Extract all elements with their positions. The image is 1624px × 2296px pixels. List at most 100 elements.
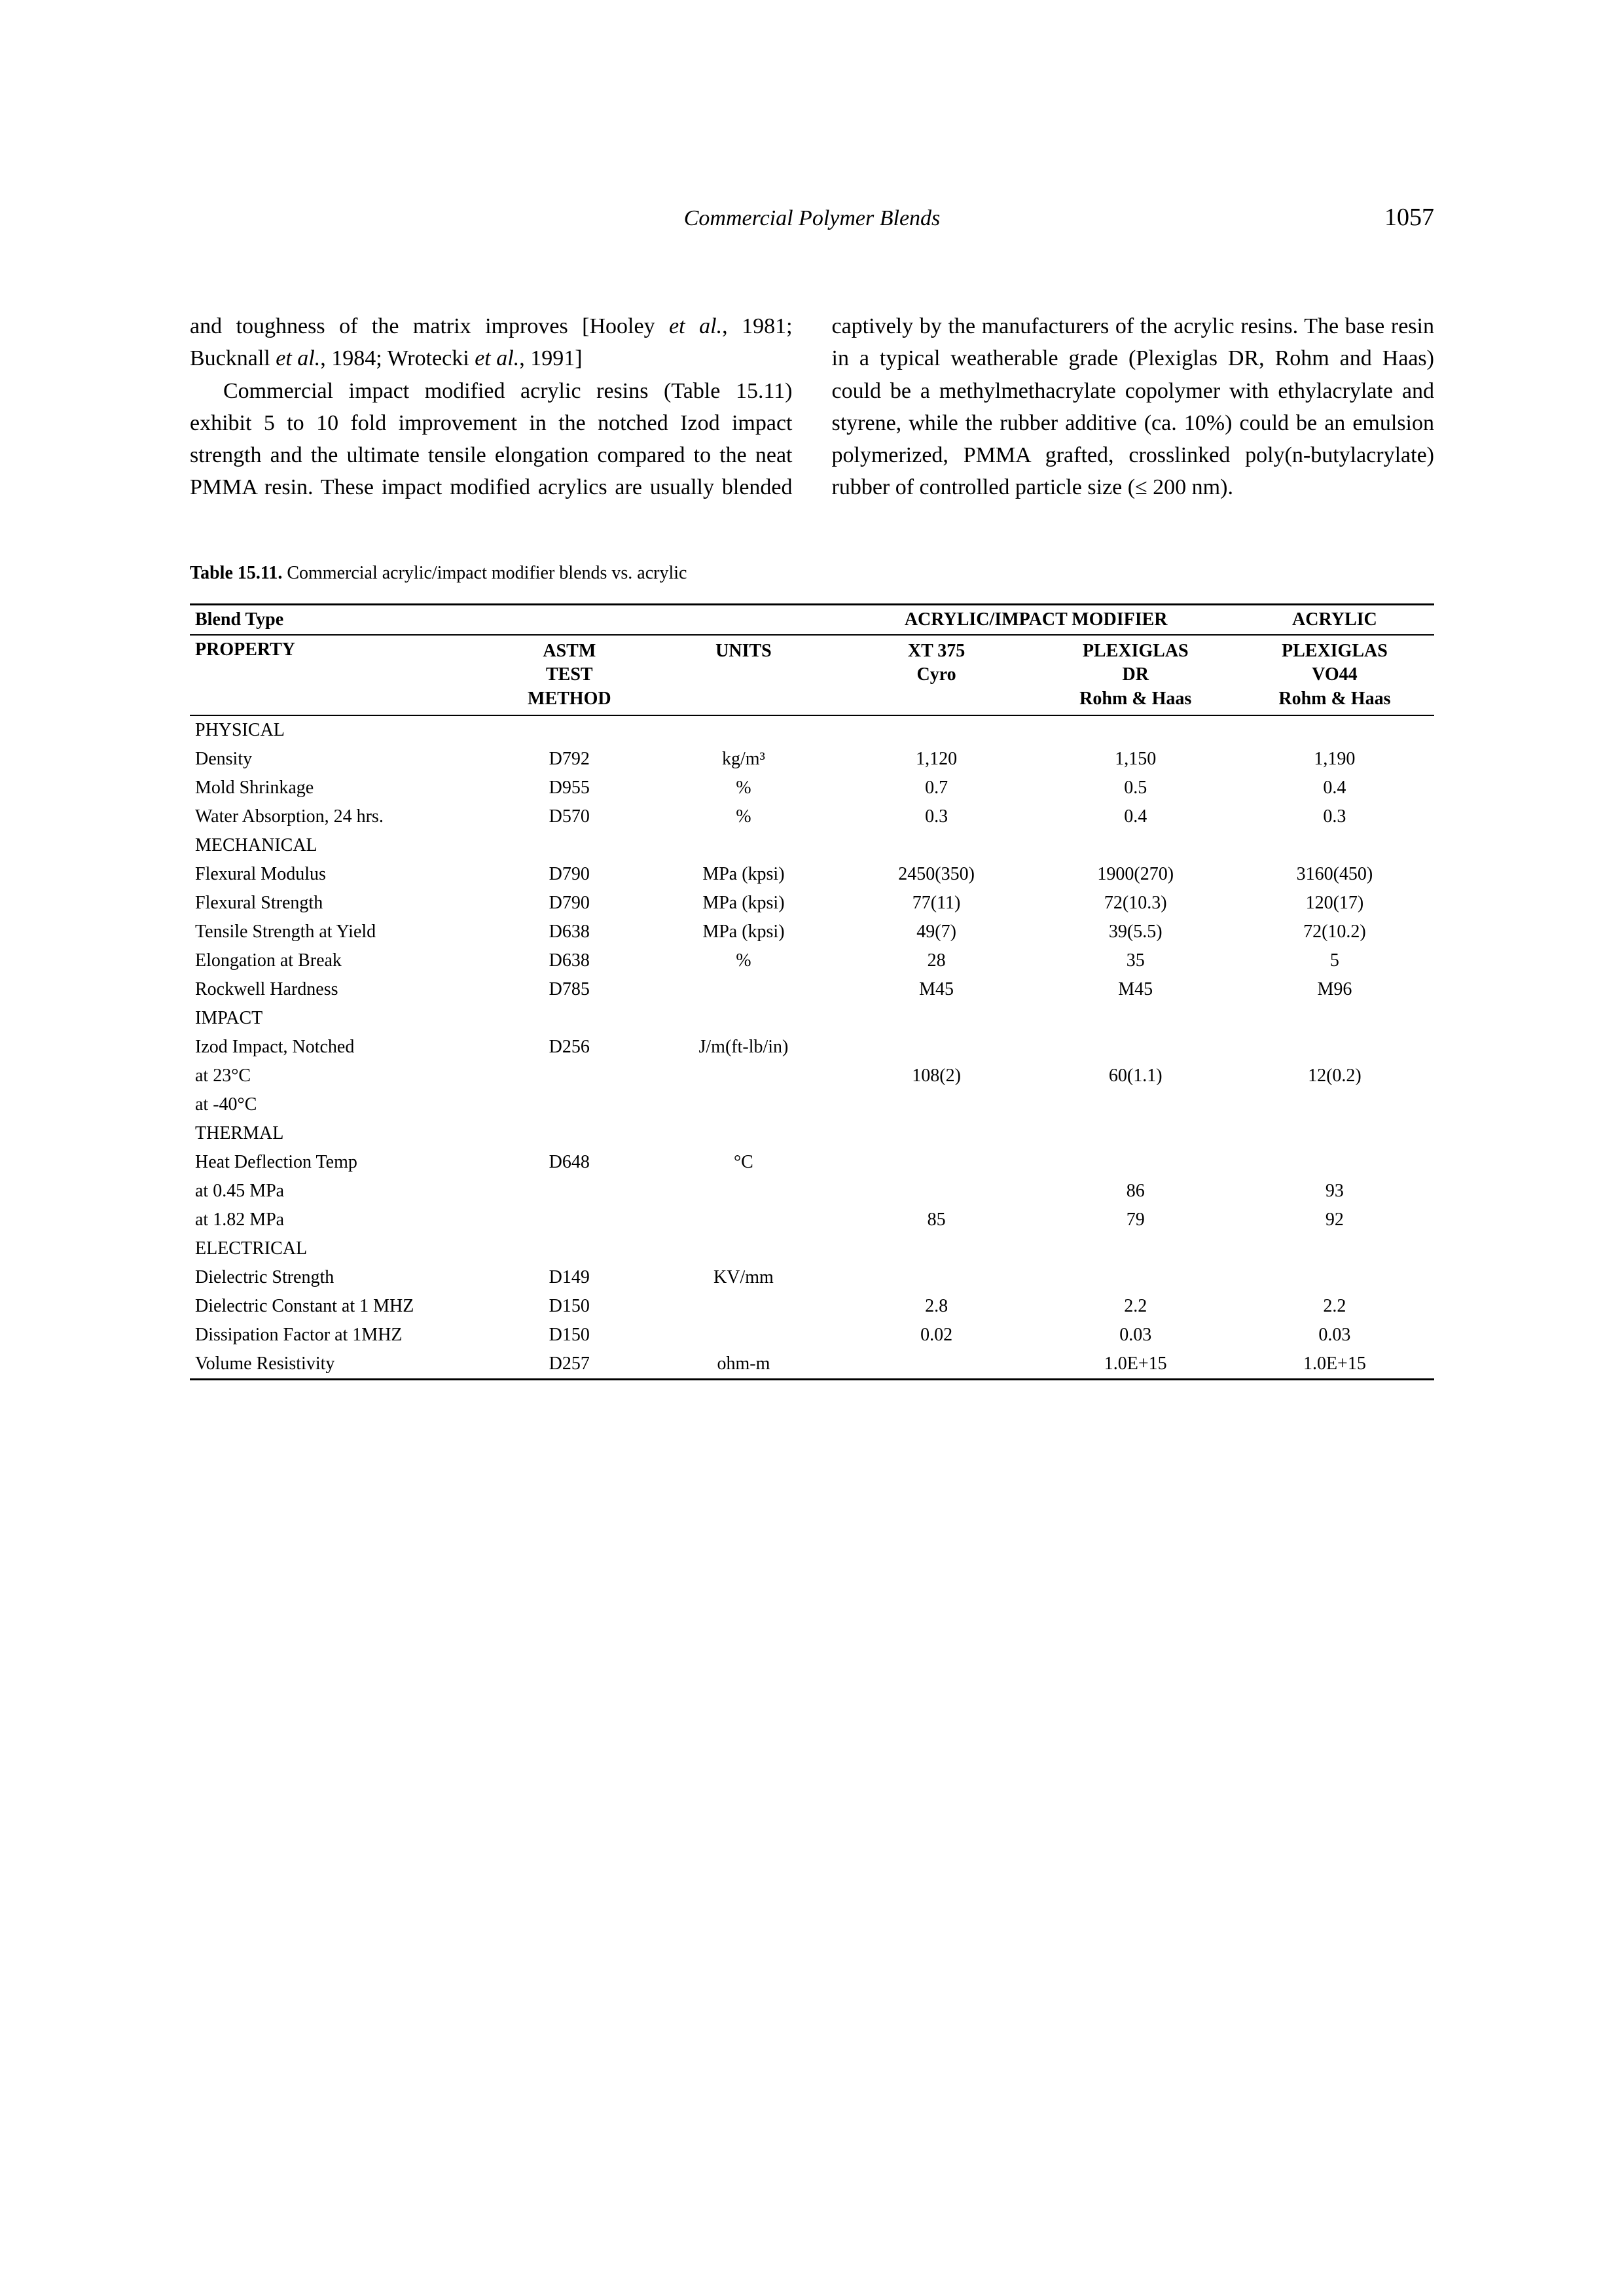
table-cell: 12(0.2)	[1235, 1062, 1434, 1090]
table-section-name: MECHANICAL	[190, 831, 1434, 860]
table-section-name: ELECTRICAL	[190, 1234, 1434, 1263]
hdr-astm: ASTMTESTMETHOD	[488, 635, 650, 715]
table-cell: 92	[1235, 1206, 1434, 1234]
table-cell: 120(17)	[1235, 889, 1434, 918]
table-cell	[650, 1062, 837, 1090]
table-cell: Mold Shrinkage	[190, 774, 488, 802]
table-cell: Dissipation Factor at 1MHZ	[190, 1321, 488, 1350]
table-cell: 3160(450)	[1235, 860, 1434, 889]
table-cell: 2.2	[1036, 1292, 1235, 1321]
table-row: Izod Impact, NotchedD256J/m(ft-lb/in)	[190, 1033, 1434, 1062]
table-cell	[1036, 1263, 1235, 1292]
table-row: at 0.45 MPa8693	[190, 1177, 1434, 1206]
table-cell: %	[650, 774, 837, 802]
table-cell: 2.2	[1235, 1292, 1434, 1321]
table-cell: D792	[488, 745, 650, 774]
table-cell	[650, 1321, 837, 1350]
table-cell: 0.7	[837, 774, 1036, 802]
table-cell: 35	[1036, 946, 1235, 975]
table-cell	[1235, 1263, 1434, 1292]
table-cell: MPa (kpsi)	[650, 860, 837, 889]
table-row: Dielectric StrengthD149KV/mm	[190, 1263, 1434, 1292]
table-section-name: THERMAL	[190, 1119, 1434, 1148]
table-cell: Dielectric Constant at 1 MHZ	[190, 1292, 488, 1321]
hdr-col3: PLEXIGLASVO44Rohm & Haas	[1235, 635, 1434, 715]
table-caption-text: Commercial acrylic/impact modifier blend…	[287, 563, 687, 583]
table-row: Volume ResistivityD257ohm-m1.0E+151.0E+1…	[190, 1350, 1434, 1380]
table-cell: 0.03	[1235, 1321, 1434, 1350]
table-cell: 86	[1036, 1177, 1235, 1206]
table-cell: M45	[837, 975, 1036, 1004]
table-cell	[488, 1177, 650, 1206]
table-cell: 93	[1235, 1177, 1434, 1206]
table-cell	[837, 1033, 1036, 1062]
table-head-row-2: PROPERTY ASTMTESTMETHOD UNITS XT 375Cyro…	[190, 635, 1434, 715]
table-cell: 2450(350)	[837, 860, 1036, 889]
table-caption: Table 15.11. Commercial acrylic/impact m…	[190, 563, 1434, 584]
hdr-property: PROPERTY	[190, 635, 488, 715]
table-cell: %	[650, 946, 837, 975]
table-cell: 28	[837, 946, 1036, 975]
table-row: Flexural StrengthD790MPa (kpsi)77(11)72(…	[190, 889, 1434, 918]
table-head-row-1: Blend Type ACRYLIC/IMPACT MODIFIER ACRYL…	[190, 604, 1434, 635]
running-head: Commercial Polymer Blends 1057	[190, 203, 1434, 232]
table-cell: 1,190	[1235, 745, 1434, 774]
table-row: Rockwell HardnessD785M45M45M96	[190, 975, 1434, 1004]
table-cell: D648	[488, 1148, 650, 1177]
table-row: at 23°C108(2)60(1.1)12(0.2)	[190, 1062, 1434, 1090]
table-cell: 1.0E+15	[1036, 1350, 1235, 1380]
table-cell: 0.4	[1235, 774, 1434, 802]
table-cell	[488, 1090, 650, 1119]
table-cell: 0.3	[1235, 802, 1434, 831]
table-body: PHYSICALDensityD792kg/m³1,1201,1501,190M…	[190, 715, 1434, 1380]
table-cell: Tensile Strength at Yield	[190, 918, 488, 946]
table-cell	[837, 1148, 1036, 1177]
table-cell: 85	[837, 1206, 1036, 1234]
table-cell: D149	[488, 1263, 650, 1292]
table-cell: D785	[488, 975, 650, 1004]
table-cell: 79	[1036, 1206, 1235, 1234]
table-cell: D955	[488, 774, 650, 802]
table-cell: 0.4	[1036, 802, 1235, 831]
table-cell	[1235, 1090, 1434, 1119]
table-section-head: MECHANICAL	[190, 831, 1434, 860]
table-section-name: PHYSICAL	[190, 715, 1434, 745]
page: Commercial Polymer Blends 1057 and tough…	[0, 0, 1624, 1511]
table-cell: 0.02	[837, 1321, 1036, 1350]
table-cell	[1036, 1148, 1235, 1177]
table-cell: M45	[1036, 975, 1235, 1004]
table-cell: KV/mm	[650, 1263, 837, 1292]
table-cell: D150	[488, 1321, 650, 1350]
table-head: Blend Type ACRYLIC/IMPACT MODIFIER ACRYL…	[190, 604, 1434, 715]
table-row: Water Absorption, 24 hrs.D570%0.30.40.3	[190, 802, 1434, 831]
table-cell	[1036, 1090, 1235, 1119]
table-cell: Elongation at Break	[190, 946, 488, 975]
running-title: Commercial Polymer Blends	[268, 206, 1356, 231]
table-cell	[650, 1206, 837, 1234]
table-cell: D257	[488, 1350, 650, 1380]
hdr-group-modifier: ACRYLIC/IMPACT MODIFIER	[837, 604, 1235, 635]
table-cell: 1.0E+15	[1235, 1350, 1434, 1380]
table-cell: 0.03	[1036, 1321, 1235, 1350]
table-section-head: IMPACT	[190, 1004, 1434, 1033]
table-cell: Dielectric Strength	[190, 1263, 488, 1292]
table-cell: Volume Resistivity	[190, 1350, 488, 1380]
table-cell: 1,120	[837, 745, 1036, 774]
table-cell	[1235, 1148, 1434, 1177]
table-cell	[837, 1350, 1036, 1380]
table-section-head: THERMAL	[190, 1119, 1434, 1148]
table-section-head: ELECTRICAL	[190, 1234, 1434, 1263]
table-row: Dielectric Constant at 1 MHZD1502.82.22.…	[190, 1292, 1434, 1321]
table-cell: Rockwell Hardness	[190, 975, 488, 1004]
table-cell	[650, 1177, 837, 1206]
table-section-name: IMPACT	[190, 1004, 1434, 1033]
table-cell: 2.8	[837, 1292, 1036, 1321]
table-cell: kg/m³	[650, 745, 837, 774]
table-cell: D150	[488, 1292, 650, 1321]
table-cell	[650, 1090, 837, 1119]
table-cell: D790	[488, 889, 650, 918]
table-cell: %	[650, 802, 837, 831]
table-cell: 72(10.2)	[1235, 918, 1434, 946]
table-cell: 77(11)	[837, 889, 1036, 918]
table-cell: 5	[1235, 946, 1434, 975]
